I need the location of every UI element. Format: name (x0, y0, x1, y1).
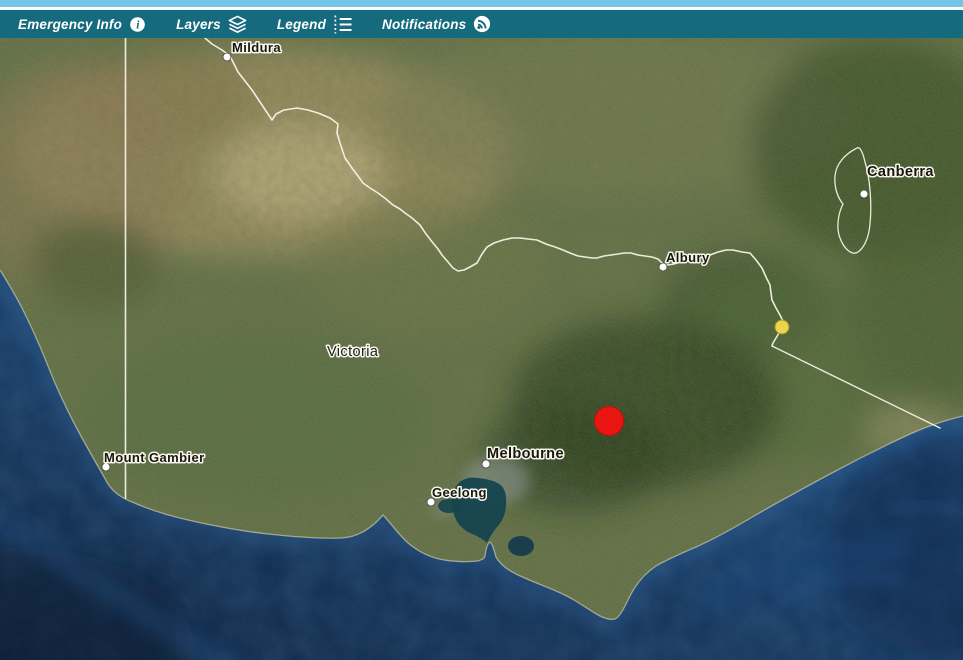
legend-button[interactable]: Legend (276, 14, 352, 34)
rss-icon (473, 15, 491, 33)
toolbar-menu: Emergency Info i Layers Legend (0, 10, 963, 38)
notifications-label: Notifications (382, 16, 467, 32)
small-dot-marker[interactable] (774, 319, 790, 335)
place-dot-geelong (426, 497, 436, 507)
place-label-canberra: Canberra (867, 164, 934, 180)
place-dot-canberra (859, 189, 869, 199)
map-labels: Mildura Canberra Albury Victoria Mount Gambi… (101, 39, 935, 507)
map-markers (594, 319, 790, 436)
svg-text:i: i (136, 19, 140, 31)
emergency-info-label: Emergency Info (18, 16, 123, 32)
place-dot-melbourne (481, 459, 491, 469)
legend-label: Legend (276, 16, 327, 32)
legend-icon (333, 14, 352, 34)
place-dot-mildura (222, 52, 232, 62)
alert-circle-marker[interactable] (594, 406, 624, 436)
place-label-mount-gambier: Mount Gambier (104, 450, 205, 465)
emergency-info-button[interactable]: Emergency Info i (18, 16, 146, 33)
map[interactable]: Mildura Canberra Albury Victoria Mount Gambi… (0, 38, 963, 660)
place-label-mildura: Mildura (232, 40, 281, 55)
place-dot-mount-gambier (101, 462, 111, 472)
place-label-albury: Albury (666, 250, 710, 265)
place-label-victoria: Victoria (327, 344, 379, 360)
notifications-button[interactable]: Notifications (382, 15, 491, 33)
place-label-geelong: Geelong (432, 485, 487, 500)
place-dot-albury (658, 262, 668, 272)
western-port-bay (508, 536, 534, 556)
top-banner-strip (0, 0, 963, 7)
layers-button[interactable]: Layers (176, 15, 247, 34)
place-label-melbourne: Melbourne (487, 446, 564, 462)
map-canvas[interactable]: Mildura Canberra Albury Victoria Mount Gambi… (0, 38, 963, 660)
layers-icon (228, 15, 247, 34)
info-icon: i (129, 16, 146, 33)
app-header: Emergency Info i Layers Legend (0, 0, 963, 38)
port-phillip-bay (451, 477, 507, 543)
layers-label: Layers (176, 16, 221, 32)
header-divider (0, 7, 963, 10)
state-borders (124, 38, 941, 499)
